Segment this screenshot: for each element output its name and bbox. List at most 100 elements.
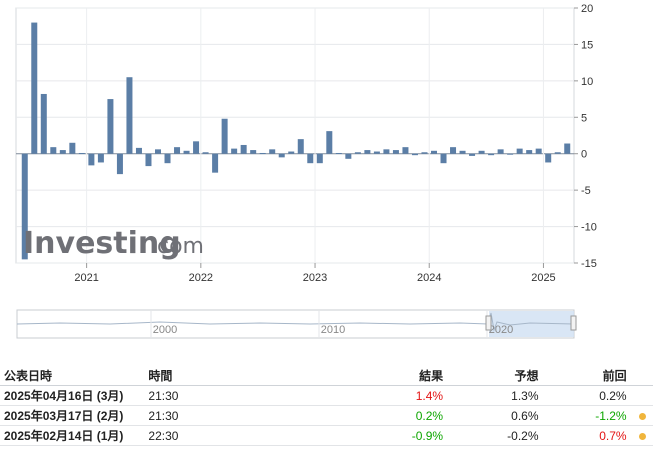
y-tick-label: 10	[581, 76, 593, 88]
navigator-label: 2020	[489, 324, 513, 336]
row-time: 21:30	[144, 385, 336, 406]
retail-sales-chart: 20 15 10 5 0 -5 -10 -15 2021 2022 2023 2024 2025 In…	[15, 3, 597, 339]
bar	[278, 153, 285, 158]
chart-bars	[21, 22, 571, 260]
bar	[31, 22, 38, 154]
bar	[535, 148, 542, 154]
row-forecast: 1.3%	[449, 385, 545, 406]
bar	[212, 153, 219, 173]
investing-watermark: Investing .com	[23, 226, 204, 261]
watermark-logo-suffix: .com	[150, 234, 204, 259]
bar	[231, 148, 238, 154]
bar	[135, 147, 142, 154]
x-axis-ticks: 2021 2022 2023 2024 2025	[74, 263, 556, 284]
bar	[174, 147, 181, 154]
navigator-labels: 2000 2010 2020	[150, 311, 513, 337]
bar	[488, 153, 495, 156]
bar	[421, 152, 428, 154]
bar	[240, 144, 247, 154]
bar	[269, 149, 276, 154]
row-actual: 1.4%	[335, 385, 450, 406]
navigator-right-handle[interactable]	[570, 315, 577, 331]
bar	[259, 152, 266, 154]
bar	[335, 152, 342, 154]
bar	[459, 150, 466, 154]
bar	[411, 153, 418, 156]
table-header-row: 公表日時 時間 結果 予想 前回	[0, 365, 653, 386]
bar	[373, 151, 380, 154]
bar	[88, 153, 95, 166]
y-tick-label: 0	[581, 149, 587, 161]
header-time: 時間	[144, 365, 336, 386]
bar	[202, 152, 209, 154]
bar	[345, 153, 352, 159]
y-tick-label: 15	[581, 39, 593, 51]
economic-calendar-table: 公表日時 時間 結果 予想 前回 2025年04月16日 (3月) 21:30 …	[0, 365, 653, 446]
row-actual: 0.2%	[335, 405, 450, 426]
y-tick-label: 5	[581, 112, 587, 124]
bar	[316, 153, 323, 164]
bar	[507, 153, 514, 155]
x-tick-label: 2021	[74, 272, 98, 284]
bar	[50, 147, 57, 154]
table-row: 2025年03月17日 (2月) 21:30 0.2% 0.6% -1.2%	[0, 405, 653, 426]
navigator-left-handle[interactable]	[485, 315, 492, 331]
row-forecast: 0.6%	[449, 405, 545, 426]
row-previous: -1.2%	[544, 405, 633, 426]
y-tick-label: 20	[581, 3, 593, 15]
row-indicator	[632, 385, 653, 406]
bar	[497, 149, 504, 154]
bar	[107, 99, 114, 154]
row-indicator	[632, 405, 653, 426]
x-tick-label: 2025	[531, 272, 555, 284]
bar	[440, 153, 447, 164]
bar	[383, 149, 390, 154]
navigator-label: 2010	[321, 324, 345, 336]
header-indicator	[632, 365, 653, 386]
header-actual: 結果	[335, 365, 450, 386]
bar	[450, 147, 457, 154]
row-forecast: -0.2%	[449, 425, 545, 446]
bar	[564, 143, 571, 154]
y-tick-label: -15	[581, 258, 597, 270]
plot-frame	[15, 7, 575, 264]
bar	[126, 77, 133, 154]
bar	[40, 93, 47, 154]
bar	[364, 150, 371, 154]
bar	[478, 150, 485, 154]
revision-dot-icon	[638, 432, 646, 440]
y-tick-label: -10	[581, 222, 597, 234]
bar	[155, 149, 161, 154]
header-previous: 前回	[544, 365, 633, 386]
row-date: 2025年03月17日 (2月)	[0, 405, 145, 426]
row-actual: -0.9%	[335, 425, 450, 446]
bar	[288, 151, 295, 154]
bar	[193, 141, 200, 154]
header-date: 公表日時	[0, 365, 145, 386]
bar	[21, 153, 28, 260]
y-axis-ticks: 20 15 10 5 0 -5 -10 -15	[574, 3, 597, 270]
navigator-label: 2000	[153, 324, 177, 336]
bar	[392, 150, 399, 154]
bar	[164, 153, 171, 164]
x-tick-label: 2022	[189, 272, 213, 284]
chart-grid	[15, 7, 575, 264]
navigator[interactable]: 2000 2010 2020	[16, 309, 577, 339]
table-row: 2025年04月16日 (3月) 21:30 1.4% 1.3% 0.2%	[0, 385, 653, 406]
bar	[554, 152, 561, 154]
navigator-series-line	[16, 312, 575, 332]
bar	[469, 153, 476, 156]
bar	[59, 150, 66, 154]
bar	[78, 152, 85, 154]
row-date: 2025年04月16日 (3月)	[0, 385, 145, 406]
bar	[97, 153, 104, 163]
y-tick-label: -5	[581, 185, 591, 197]
revision-dot-icon	[638, 412, 646, 420]
bar	[354, 152, 361, 154]
row-previous: 0.2%	[544, 385, 633, 406]
bar	[516, 148, 523, 154]
bar	[431, 150, 437, 154]
bar	[402, 147, 409, 154]
row-date: 2025年02月14日 (1月)	[0, 425, 145, 446]
row-time: 22:30	[144, 425, 336, 446]
